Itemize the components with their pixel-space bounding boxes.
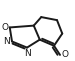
Text: N: N <box>24 49 30 58</box>
Text: O: O <box>62 50 69 59</box>
Text: N: N <box>3 37 10 46</box>
Text: O: O <box>1 23 8 32</box>
